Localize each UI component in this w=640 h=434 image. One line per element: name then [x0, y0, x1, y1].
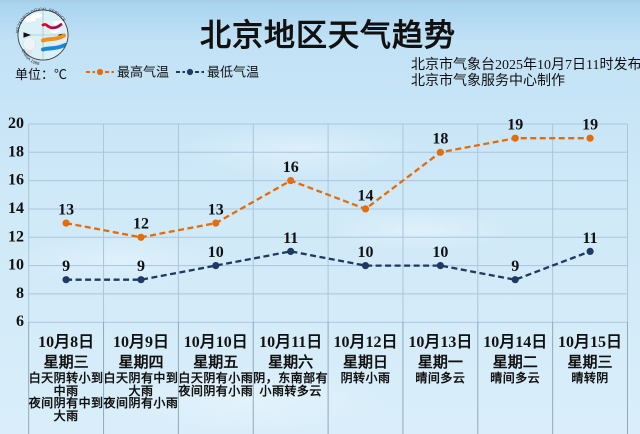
svg-text:16: 16 [283, 159, 299, 176]
svg-text:13: 13 [58, 202, 74, 219]
svg-text:10: 10 [8, 257, 24, 274]
svg-text:14: 14 [8, 200, 24, 217]
svg-text:19: 19 [507, 117, 523, 134]
svg-text:19: 19 [582, 117, 598, 134]
svg-text:18: 18 [8, 143, 24, 160]
svg-text:10: 10 [208, 244, 224, 261]
svg-text:10: 10 [358, 244, 374, 261]
svg-text:16: 16 [8, 172, 24, 189]
svg-text:18: 18 [432, 131, 448, 148]
svg-text:11: 11 [583, 230, 598, 247]
svg-text:20: 20 [8, 115, 24, 132]
svg-text:9: 9 [62, 258, 70, 275]
svg-text:9: 9 [511, 258, 519, 275]
svg-text:13: 13 [208, 202, 224, 219]
svg-text:最高气温: 最高气温 [117, 65, 169, 80]
svg-text:12: 12 [8, 228, 24, 245]
svg-text:10: 10 [432, 244, 448, 261]
svg-text:9: 9 [137, 258, 145, 275]
svg-text:12: 12 [133, 216, 149, 233]
svg-text:14: 14 [358, 187, 374, 204]
svg-text:11: 11 [283, 230, 298, 247]
svg-text:8: 8 [16, 285, 24, 302]
svg-text:最低气温: 最低气温 [207, 65, 259, 80]
